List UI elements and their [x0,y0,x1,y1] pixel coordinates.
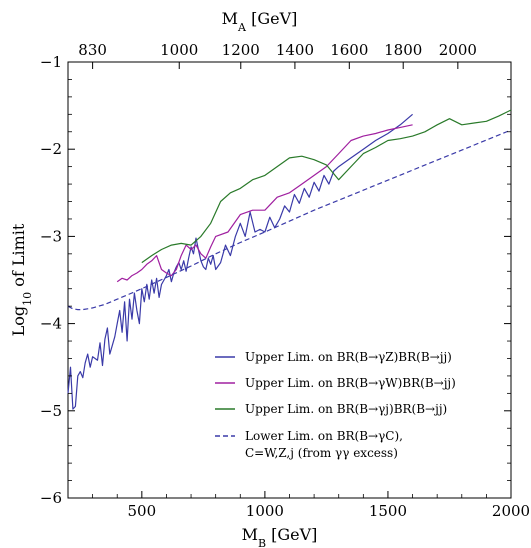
legend-label-3-line2: C=W,Z,j (from γγ excess) [245,446,398,460]
top-axis-title: MA [GeV] [222,9,298,34]
y-axis-title: Log10 of Limit [9,223,34,336]
legend: Upper Lim. on BR(B→γZ)BR(B→jj) Upper Lim.… [215,350,456,460]
y-tick-label-1: −5 [40,402,62,420]
y-tick-label-3: −3 [40,227,62,245]
legend-label-0: Upper Lim. on BR(B→γZ)BR(B→jj) [245,350,452,364]
legend-label-2: Upper Lim. on BR(B→γj)BR(B→jj) [245,402,447,416]
top-tick-label-6: 2000 [439,41,477,59]
top-tick-label-3: 1400 [276,41,314,59]
ticks-layer: 500 1000 1500 2000 −6 −5 −4 −3 −2 −1 830 1000 1200 14… [40,41,530,520]
y-tick-label-0: −6 [40,489,62,507]
x-tick-label-0: 500 [128,502,157,520]
series-line-0 [67,113,413,410]
y-tick-label-4: −2 [40,140,62,158]
top-tick-label-5: 1800 [384,41,422,59]
x-tick-label-2: 1500 [369,502,407,520]
axis-titles: MB [GeV] MA [GeV] Log10 of Limit [9,9,317,548]
series-line-1 [116,124,413,283]
top-tick-label-1: 1000 [160,41,198,59]
x-tick-label-3: 2000 [492,502,530,520]
x-tick-label-1: 1000 [246,502,284,520]
series-layer [67,109,512,410]
legend-label-1: Upper Lim. on BR(B→γW)BR(B→jj) [245,376,456,390]
y-tick-label-5: −1 [40,53,62,71]
series-line-2 [141,109,512,264]
y-tick-label-2: −4 [40,315,62,333]
top-tick-label-4: 1600 [330,41,368,59]
series-line-3 [67,129,512,311]
top-tick-label-0: 830 [78,41,107,59]
legend-label-3: Lower Lim. on BR(B→γC), [245,429,403,443]
x-axis-title: MB [GeV] [242,525,318,548]
top-tick-label-2: 1200 [222,41,260,59]
